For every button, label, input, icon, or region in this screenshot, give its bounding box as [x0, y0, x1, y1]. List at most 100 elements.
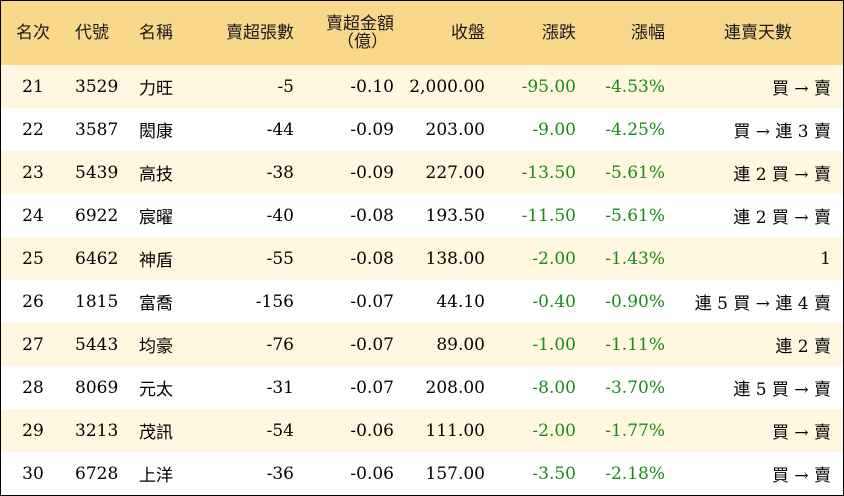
cell-net-sell-amount: -0.10: [350, 76, 394, 97]
cell-name: 神盾: [139, 251, 173, 271]
cell-close: 111.00: [425, 420, 485, 441]
cell-net-sell-lots: -40: [266, 205, 294, 226]
cell-change-pct: -0.90%: [605, 291, 665, 312]
cell-rank: 29: [22, 420, 44, 441]
cell-streak: 連 2 賣: [775, 337, 831, 357]
header-close: 收盤: [451, 23, 485, 43]
cell-change-pct: -1.43%: [605, 248, 665, 269]
header-name: 名稱: [139, 23, 173, 43]
cell-rank: 23: [22, 162, 44, 183]
header-net-sell-lots: 賣超張數: [226, 23, 294, 43]
cell-net-sell-amount: -0.09: [350, 119, 394, 140]
table-row: 28 8069 元太 -31 -0.07 208.00 -8.00 -3.70% 連 5 買 →…: [1, 366, 843, 409]
cell-close: 157.00: [425, 463, 485, 484]
cell-change-pct: -1.11%: [605, 334, 665, 355]
cell-net-sell-amount: -0.09: [350, 162, 394, 183]
table-row: 26 1815 富喬 -156 -0.07 44.10 -0.40 -0.90% 連 5 買 →…: [1, 280, 843, 323]
cell-change-pct: -4.53%: [605, 76, 665, 97]
cell-code: 3213: [75, 420, 119, 441]
table-row: 27 5443 均豪 -76 -0.07 89.00 -1.00 -1.11% 連 2 賣: [1, 323, 843, 366]
cell-code: 3587: [75, 119, 119, 140]
cell-code: 8069: [75, 377, 119, 398]
cell-net-sell-lots: -36: [266, 463, 294, 484]
cell-close: 2,000.00: [409, 76, 485, 97]
cell-change-pct: -4.25%: [605, 119, 665, 140]
cell-rank: 28: [22, 377, 44, 398]
header-rank: 名次: [16, 23, 50, 43]
cell-rank: 30: [22, 463, 44, 484]
cell-rank: 22: [22, 119, 44, 140]
cell-code: 5443: [75, 334, 119, 355]
cell-streak: 買 → 連 3 賣: [733, 122, 831, 142]
cell-net-sell-lots: -76: [266, 334, 294, 355]
cell-streak: 連 5 買 → 連 4 賣: [694, 294, 831, 314]
table-row: 25 6462 神盾 -55 -0.08 138.00 -2.00 -1.43% 1: [1, 237, 843, 280]
cell-rank: 21: [22, 76, 44, 97]
cell-streak: 連 5 買 → 賣: [733, 380, 831, 400]
cell-net-sell-amount: -0.07: [350, 377, 394, 398]
cell-name: 上洋: [139, 466, 173, 486]
header-net-sell-amount: 賣超金額 （億）: [302, 1, 402, 65]
cell-code: 6462: [75, 248, 119, 269]
cell-net-sell-lots: -5: [277, 76, 294, 97]
cell-net-sell-lots: -156: [255, 291, 294, 312]
header-streak: 連賣天數: [724, 23, 792, 43]
cell-streak: 1: [820, 248, 831, 269]
cell-net-sell-lots: -54: [266, 420, 294, 441]
cell-name: 力旺: [139, 79, 173, 99]
cell-change: -2.00: [532, 420, 576, 441]
header-code: 代號: [75, 23, 109, 43]
cell-change: -0.40: [532, 291, 576, 312]
cell-net-sell-amount: -0.06: [350, 463, 394, 484]
cell-rank: 26: [22, 291, 44, 312]
cell-streak: 買 → 賣: [771, 79, 831, 99]
cell-name: 閎康: [139, 122, 173, 142]
header-change-pct: 漲幅: [631, 23, 665, 43]
cell-code: 5439: [75, 162, 119, 183]
cell-net-sell-lots: -31: [266, 377, 294, 398]
table-header-row: 名次 代號 名稱 賣超張數 賣超金額 （億） 收盤 漲跌 漲幅 連賣天數: [1, 1, 843, 65]
cell-net-sell-lots: -44: [266, 119, 294, 140]
table-row: 23 5439 高技 -38 -0.09 227.00 -13.50 -5.61% 連 2 買 …: [1, 151, 843, 194]
cell-code: 6922: [75, 205, 119, 226]
cell-change-pct: -3.70%: [605, 377, 665, 398]
cell-code: 6728: [75, 463, 119, 484]
header-net-sell-amount-label: 賣超金額: [326, 14, 394, 34]
cell-name: 宸曜: [139, 208, 173, 228]
cell-change: -9.00: [532, 119, 576, 140]
cell-net-sell-amount: -0.07: [350, 334, 394, 355]
cell-name: 均豪: [139, 337, 173, 357]
table-row: 21 3529 力旺 -5 -0.10 2,000.00 -95.00 -4.53% 買 → 賣: [1, 65, 843, 108]
cell-close: 227.00: [425, 162, 485, 183]
cell-streak: 買 → 賣: [771, 466, 831, 486]
cell-net-sell-amount: -0.07: [350, 291, 394, 312]
cell-close: 89.00: [436, 334, 485, 355]
cell-streak: 買 → 賣: [771, 423, 831, 443]
cell-name: 高技: [139, 165, 173, 185]
cell-streak: 連 2 買 → 賣: [733, 165, 831, 185]
cell-close: 138.00: [425, 248, 485, 269]
cell-net-sell-lots: -55: [266, 248, 294, 269]
cell-change: -11.50: [521, 205, 576, 226]
cell-rank: 27: [22, 334, 44, 355]
cell-close: 208.00: [425, 377, 485, 398]
cell-change-pct: -2.18%: [605, 463, 665, 484]
cell-change: -1.00: [532, 334, 576, 355]
table-row: 22 3587 閎康 -44 -0.09 203.00 -9.00 -4.25% 買 → 連 3…: [1, 108, 843, 151]
cell-code: 3529: [75, 76, 119, 97]
header-change: 漲跌: [542, 23, 576, 43]
cell-change: -95.00: [521, 76, 576, 97]
cell-net-sell-amount: -0.06: [350, 420, 394, 441]
cell-rank: 24: [22, 205, 44, 226]
cell-change: -3.50: [532, 463, 576, 484]
cell-close: 203.00: [425, 119, 485, 140]
table-row: 30 6728 上洋 -36 -0.06 157.00 -3.50 -2.18% 買 → 賣: [1, 452, 843, 495]
cell-net-sell-lots: -38: [266, 162, 294, 183]
cell-name: 茂訊: [139, 423, 173, 443]
table-row: 29 3213 茂訊 -54 -0.06 111.00 -2.00 -1.77% 買 → 賣: [1, 409, 843, 452]
cell-streak: 連 2 買 → 賣: [733, 208, 831, 228]
cell-change-pct: -1.77%: [605, 420, 665, 441]
cell-code: 1815: [75, 291, 119, 312]
